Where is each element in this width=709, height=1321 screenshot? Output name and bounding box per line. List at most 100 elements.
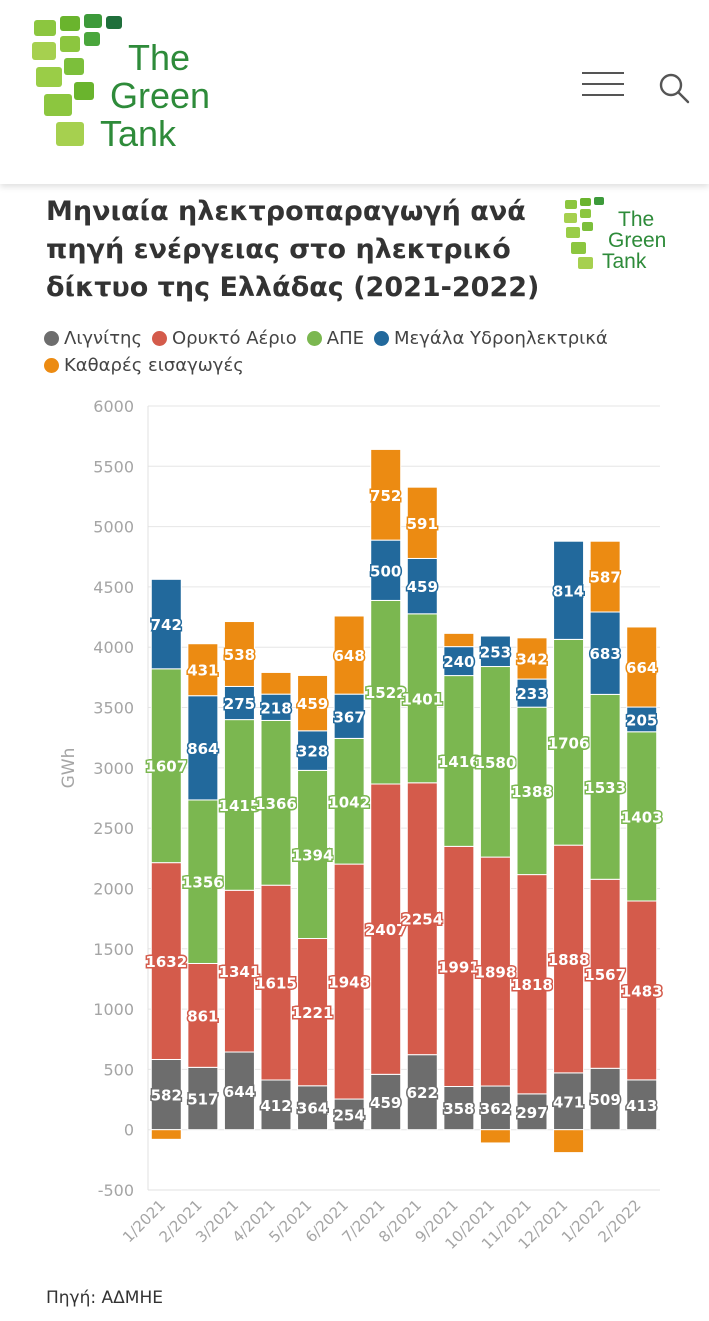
data-label: 500 <box>370 562 401 580</box>
legend-label: Καθαρές εισαγωγές <box>64 355 244 376</box>
y-tick-label: 3000 <box>93 759 134 778</box>
data-label: 517 <box>187 1091 218 1109</box>
legend-item[interactable]: Μεγάλα Υδροηλεκτρικά <box>374 326 608 351</box>
y-tick-label: 5000 <box>93 518 134 537</box>
data-label: 1580 <box>475 754 517 772</box>
y-tick-label: 500 <box>103 1060 134 1079</box>
data-label: 328 <box>297 743 328 761</box>
legend-item[interactable]: Λιγνίτης <box>44 326 142 351</box>
hamburger-menu-icon[interactable] <box>582 68 626 100</box>
data-label: 233 <box>516 685 547 703</box>
data-label: 742 <box>151 616 182 634</box>
logo-mark-icon <box>32 14 122 146</box>
data-label: 538 <box>224 646 255 664</box>
bar-segment <box>626 626 658 708</box>
data-label: 1366 <box>255 795 297 813</box>
data-label: 459 <box>297 695 328 713</box>
data-label: 413 <box>626 1097 657 1115</box>
bar-segment <box>516 706 548 876</box>
bar-segment <box>553 638 585 846</box>
bar-segment <box>553 540 585 640</box>
data-label: 664 <box>626 659 657 677</box>
bar-segment <box>297 1085 329 1131</box>
bar-segment <box>187 962 219 1068</box>
data-label: 1818 <box>511 976 553 994</box>
bar-segment <box>479 666 511 858</box>
chart-title: Μηνιαία ηλεκτροπαραγωγή ανά πηγή ενέργει… <box>46 196 540 303</box>
legend-item[interactable]: Ορυκτό Αέριο <box>152 326 297 351</box>
source-note: Πηγή: ΑΔΜΗΕ <box>46 1288 163 1308</box>
bar-segment <box>223 889 255 1053</box>
bar-segment <box>150 1129 182 1140</box>
green-tank-logo[interactable]: The Green Tank <box>30 12 220 162</box>
svg-text:Tank: Tank <box>602 250 647 273</box>
data-label: 471 <box>553 1093 584 1111</box>
bar-segment <box>297 938 329 1087</box>
bar-segment <box>479 1129 511 1144</box>
legend-label: Λιγνίτης <box>64 328 143 349</box>
data-label: 1632 <box>145 953 187 971</box>
data-label: 1416 <box>438 753 480 771</box>
bar-segment <box>626 900 658 1081</box>
data-label: 582 <box>151 1087 182 1105</box>
bar-segment <box>187 643 219 697</box>
bar-segment <box>553 1129 585 1154</box>
y-tick-label: 6000 <box>93 397 134 416</box>
bar-segment <box>333 863 365 1100</box>
bar-segment <box>406 782 438 1056</box>
data-label: 1341 <box>219 963 261 981</box>
legend-item[interactable]: Καθαρές εισαγωγές <box>44 353 244 378</box>
chart-legend: Λιγνίτης Ορυκτό Αέριο ΑΠΕ Μεγάλα Υδροηλεκτρ… <box>44 326 684 380</box>
data-label: 509 <box>589 1091 620 1109</box>
bar-segment <box>260 671 292 695</box>
data-label: 205 <box>626 711 657 729</box>
data-label: 591 <box>407 515 438 533</box>
data-label: 1042 <box>328 793 370 811</box>
bar-segment <box>223 685 255 721</box>
svg-text:Tank: Tank <box>100 113 177 154</box>
bar-segment <box>333 693 365 739</box>
green-tank-logo-small: The Green Tank <box>564 197 666 273</box>
svg-text:The: The <box>618 208 654 231</box>
y-tick-label: 2500 <box>93 819 134 838</box>
bar-segment <box>406 557 438 615</box>
bar-segment <box>589 540 621 613</box>
site-header: The Green Tank <box>0 0 709 184</box>
y-tick-label: 5500 <box>93 457 134 476</box>
data-label: 1991 <box>438 958 480 976</box>
y-tick-label: 0 <box>124 1121 134 1140</box>
svg-text:Green: Green <box>608 229 666 252</box>
data-label: 587 <box>589 569 620 587</box>
bar-segment <box>370 1073 402 1131</box>
data-label: 1888 <box>548 951 590 969</box>
legend-label: Μεγάλα Υδροηλεκτρικά <box>394 328 608 349</box>
bar-segment <box>370 539 402 601</box>
bar-segment <box>333 615 365 695</box>
bar-segment <box>406 486 438 559</box>
bar-segment <box>626 1079 658 1131</box>
data-label: 342 <box>516 650 547 668</box>
search-icon[interactable] <box>656 70 692 106</box>
data-label: 1415 <box>219 797 261 815</box>
stacked-bar-chart: 6000550050004500400035003000250020001500… <box>59 397 664 1253</box>
data-label: 431 <box>187 662 218 680</box>
bar-segment <box>589 878 621 1069</box>
data-label: 864 <box>187 740 218 758</box>
bar-segment <box>406 613 438 784</box>
data-label: 1221 <box>292 1004 334 1022</box>
logo-mark-small-icon <box>564 197 604 269</box>
legend-item[interactable]: ΑΠΕ <box>306 326 364 351</box>
data-label: 1401 <box>401 690 443 708</box>
legend-dot-icon <box>44 331 59 346</box>
y-tick-label: 3500 <box>93 699 134 718</box>
data-label: 2254 <box>401 911 443 929</box>
data-label: 459 <box>370 1094 401 1112</box>
data-label: 648 <box>333 647 364 665</box>
y-tick-label: 1500 <box>93 940 134 959</box>
bar-segment <box>443 646 475 677</box>
data-label: 644 <box>224 1083 255 1101</box>
legend-label: Ορυκτό Αέριο <box>172 328 297 349</box>
data-label: 622 <box>407 1084 438 1102</box>
data-label: 362 <box>480 1100 511 1118</box>
data-label: 683 <box>589 645 620 663</box>
